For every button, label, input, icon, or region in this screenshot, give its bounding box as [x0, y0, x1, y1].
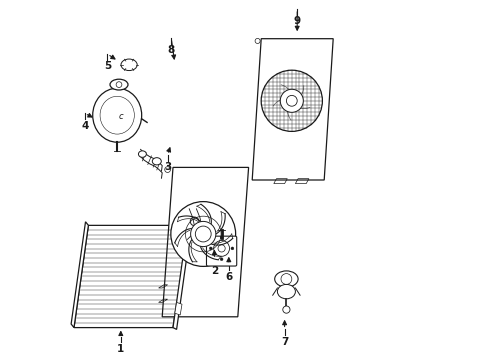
Circle shape	[220, 258, 223, 261]
Text: 6: 6	[225, 272, 232, 282]
Text: 5: 5	[104, 61, 111, 71]
Polygon shape	[252, 39, 333, 180]
Circle shape	[220, 236, 223, 239]
Circle shape	[286, 95, 297, 106]
Polygon shape	[71, 222, 88, 328]
Circle shape	[231, 247, 234, 250]
Polygon shape	[162, 167, 248, 317]
Text: 9: 9	[294, 16, 301, 26]
Text: c: c	[119, 112, 123, 121]
Circle shape	[191, 221, 216, 247]
Circle shape	[261, 70, 322, 131]
FancyBboxPatch shape	[206, 236, 237, 266]
Text: 3: 3	[164, 162, 171, 172]
Ellipse shape	[275, 271, 298, 287]
Circle shape	[280, 89, 303, 112]
Ellipse shape	[110, 79, 128, 90]
Text: 4: 4	[81, 121, 89, 131]
Text: 1: 1	[117, 344, 124, 354]
Circle shape	[196, 226, 211, 242]
Text: 8: 8	[168, 45, 175, 55]
Text: 7: 7	[281, 337, 288, 347]
Polygon shape	[173, 225, 191, 329]
Ellipse shape	[139, 151, 147, 157]
Polygon shape	[175, 302, 182, 315]
Polygon shape	[186, 215, 193, 230]
Circle shape	[283, 306, 290, 313]
Ellipse shape	[121, 59, 137, 71]
Circle shape	[171, 202, 236, 266]
Ellipse shape	[93, 88, 142, 142]
Ellipse shape	[277, 284, 295, 299]
Polygon shape	[74, 225, 187, 328]
Ellipse shape	[152, 158, 161, 165]
Text: 2: 2	[211, 266, 218, 276]
Circle shape	[209, 247, 212, 250]
